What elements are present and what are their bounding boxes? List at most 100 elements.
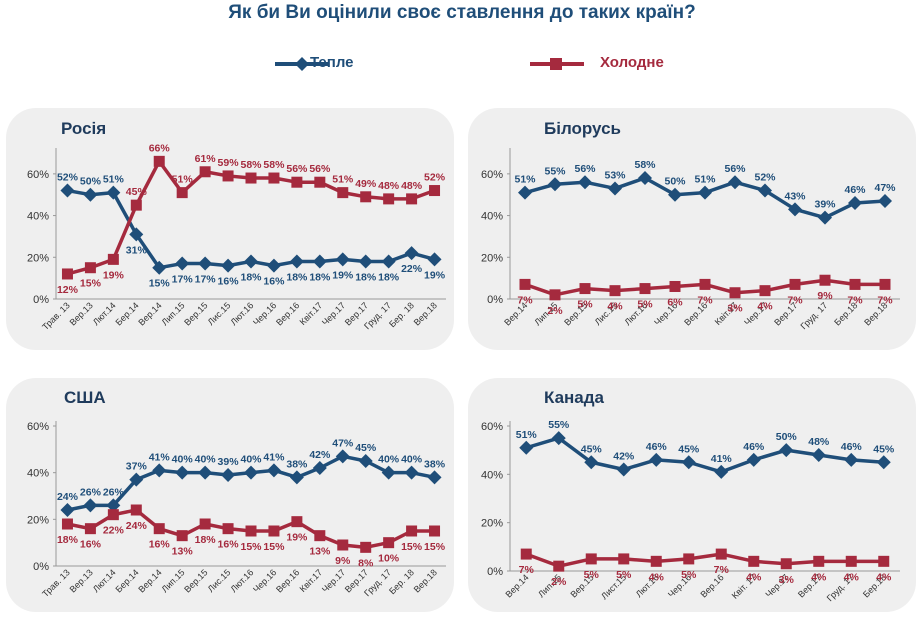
russia-data-label-warm: 18% [309,271,331,283]
belarus-point-warm [668,187,682,202]
usa-point-warm [312,461,327,475]
russia-point-cold [61,268,73,280]
belarus-point-cold [579,283,591,295]
usa-point-warm [266,463,281,478]
russia-data-label-cold: 56% [309,163,331,175]
usa-data-label-cold: 18% [195,534,217,546]
belarus-data-label-cold: 4% [757,301,773,313]
belarus-data-label-warm: 58% [634,159,656,171]
russia-point-cold [383,193,395,205]
canada-chart-title: Канада [544,388,605,407]
russia-point-cold [291,176,303,188]
russia-data-label-warm: 18% [378,271,400,283]
usa-point-cold [360,541,372,553]
russia-data-label-warm: 15% [149,278,171,290]
belarus-data-label-warm: 47% [874,182,896,194]
usa-point-cold [153,523,165,535]
belarus-point-cold [759,285,771,297]
usa-point-warm [381,465,396,480]
usa-data-label-cold: 16% [80,539,102,551]
russia-point-warm [198,256,213,271]
usa-point-cold [199,518,211,530]
usa-point-cold [291,516,303,528]
russia-point-cold [429,185,441,197]
canada-data-label-cold: 4% [649,571,665,583]
russia-data-label-warm: 17% [172,274,194,286]
canada-data-label-cold: 5% [681,569,697,581]
russia-point-warm [404,246,419,261]
russia-data-label-cold: 58% [263,159,285,171]
canada-point-warm [714,464,729,479]
russia-point-cold [84,262,96,274]
russia-point-cold [107,253,119,265]
usa-point-cold [84,523,96,535]
usa-point-warm [198,465,213,480]
usa-chart-title: США [64,388,106,407]
canada-data-label-warm: 42% [613,451,635,463]
legend: Тепле Холодне [0,52,924,76]
legend-label-cold: Холодне [600,54,664,71]
usa-data-label-warm: 41% [149,451,171,463]
belarus-chart-title: Білорусь [544,119,621,138]
usa-data-label-cold: 15% [240,541,262,553]
russia-data-label-cold: 49% [355,178,377,190]
legend-label-warm: Тепле [310,54,354,71]
canada-data-label-warm: 45% [581,443,603,455]
russia-data-label-warm: 18% [286,271,308,283]
russia-point-cold [222,170,234,182]
usa-data-label-warm: 47% [332,437,354,449]
usa-data-label-cold: 24% [126,520,148,532]
canada-y-tick-label: 40% [481,469,503,481]
usa-point-warm [175,465,190,480]
usa-data-label-cold: 15% [263,541,285,553]
canada-point-warm [876,455,891,470]
usa-data-label-cold: 15% [401,541,423,553]
usa-data-label-cold: 13% [309,546,331,558]
belarus-point-warm [758,183,772,198]
belarus-point-warm [518,185,532,200]
russia-data-label-cold: 19% [103,269,125,281]
canada-data-label-cold: 4% [876,571,892,583]
canada-y-tick-label: 60% [481,421,503,433]
russia-point-warm [381,254,396,269]
canada-point-cold [715,548,727,560]
russia-data-label-warm: 52% [57,172,79,184]
canada-y-tick-label: 20% [481,518,503,530]
russia-data-label-cold: 15% [80,278,102,290]
russia-point-warm [335,252,350,267]
usa-point-cold [61,518,73,530]
russia-point-warm [289,254,304,269]
belarus-data-label-warm: 55% [544,165,566,177]
canada-data-label-cold: 4% [811,571,827,583]
belarus-data-label-cold: 7% [847,294,863,306]
usa-data-label-cold: 8% [358,557,374,569]
canada-point-cold [553,560,565,572]
belarus-data-label-cold: 7% [697,294,713,306]
belarus-data-label-warm: 56% [724,163,746,175]
usa-point-warm [152,463,167,478]
russia-point-cold [245,172,257,184]
belarus-data-label-warm: 43% [784,190,806,202]
russia-point-warm [175,256,190,271]
russia-point-warm [312,254,327,269]
canada-point-warm [551,431,566,446]
russia-y-tick-label: 0% [33,294,49,306]
belarus-y-tick-label: 40% [481,211,503,223]
belarus-data-label-cold: 6% [667,296,683,308]
belarus-point-cold [819,274,831,286]
canada-data-label-warm: 46% [743,441,765,453]
belarus-point-warm [818,210,832,225]
russia-data-label-cold: 48% [378,180,400,192]
usa-point-warm [83,498,98,513]
usa-point-cold [337,539,349,551]
usa-data-label-cold: 9% [335,555,351,567]
russia-point-cold [153,155,165,167]
russia-point-warm [266,258,281,273]
canada-point-warm [519,440,534,455]
russia-point-warm [427,252,442,267]
usa-data-label-warm: 38% [286,458,308,470]
belarus-point-warm [578,175,592,190]
canada-point-warm [584,455,599,470]
canada-data-label-warm: 45% [678,443,700,455]
canada-data-label-cold: 5% [616,569,632,581]
